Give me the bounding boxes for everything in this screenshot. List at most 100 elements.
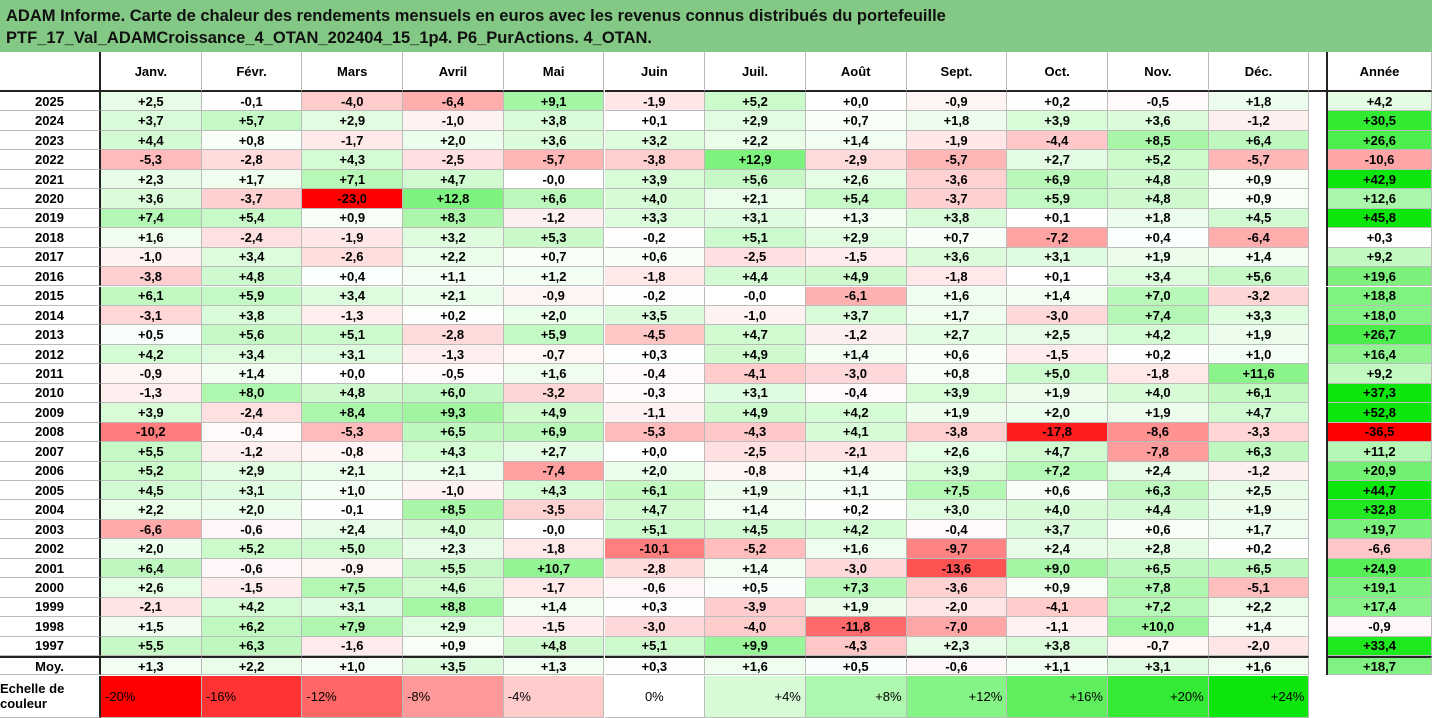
- value-cell: -3,2: [1208, 286, 1310, 306]
- row-label: 2007: [0, 442, 101, 462]
- value-cell: +4,6: [403, 578, 504, 598]
- value-cell: +4,9: [705, 403, 806, 423]
- gap: [1309, 344, 1328, 365]
- value-cell: -0,0: [705, 286, 806, 306]
- row-label: 2016: [0, 267, 101, 287]
- gap: [1309, 481, 1328, 501]
- value-cell: +5,0: [1007, 364, 1108, 384]
- value-cell: -5,2: [705, 539, 806, 559]
- value-cell: +44,7: [1328, 481, 1432, 501]
- column-header: Sept.: [906, 52, 1008, 92]
- value-cell: +11,2: [1328, 442, 1432, 462]
- value-cell: +1,1: [805, 481, 907, 501]
- value-cell: -2,6: [302, 247, 404, 268]
- gap: [1309, 92, 1328, 112]
- value-cell: -0,5: [403, 364, 504, 384]
- value-cell: -0,4: [604, 364, 706, 384]
- value-cell: +1,9: [1208, 500, 1310, 520]
- value-cell: +6,4: [101, 558, 202, 579]
- column-header: Févr.: [201, 52, 303, 92]
- value-cell: +20,9: [1328, 461, 1432, 481]
- value-cell: +1,4: [805, 461, 907, 481]
- value-cell: +4,2: [1108, 325, 1209, 345]
- value-cell: +3,1: [302, 344, 404, 365]
- value-cell: +6,5: [1208, 558, 1310, 579]
- value-cell: +0,5: [705, 578, 806, 598]
- value-cell: +4,8: [201, 267, 303, 287]
- value-cell: -2,5: [705, 442, 806, 462]
- column-header: Juil.: [705, 52, 806, 92]
- value-cell: +45,8: [1328, 208, 1432, 229]
- value-cell: +7,4: [1108, 305, 1209, 326]
- gap: [1309, 52, 1328, 92]
- value-cell: +6,3: [201, 636, 303, 657]
- value-cell: -10,6: [1328, 150, 1432, 170]
- value-cell: +4,0: [403, 519, 504, 540]
- value-cell: -1,2: [1208, 111, 1310, 131]
- gap: [1309, 364, 1328, 384]
- value-cell: +0,9: [1208, 189, 1310, 209]
- value-cell: +4,4: [1108, 500, 1209, 520]
- value-cell: +4,5: [101, 481, 202, 501]
- value-cell: +3,3: [604, 208, 706, 229]
- value-cell: +1,9: [906, 403, 1008, 423]
- gap: [1309, 597, 1328, 618]
- value-cell: +4,2: [201, 597, 303, 618]
- value-cell: +3,6: [1108, 111, 1209, 131]
- gap: [1309, 267, 1328, 287]
- gap: [1309, 442, 1328, 462]
- row-label: 1999: [0, 597, 101, 618]
- row-label: 2006: [0, 461, 101, 481]
- title-bar: ADAM Informe. Carte de chaleur des rende…: [0, 0, 1432, 52]
- value-cell: -7,0: [906, 617, 1008, 637]
- value-cell: +3,8: [503, 111, 605, 131]
- gap: [1309, 461, 1328, 481]
- value-cell: -5,3: [604, 422, 706, 443]
- value-cell: -3,0: [604, 617, 706, 637]
- value-cell: -7,8: [1108, 442, 1209, 462]
- value-cell: +0,3: [604, 656, 706, 676]
- value-cell: +1,4: [1208, 617, 1310, 637]
- value-cell: +3,5: [403, 656, 504, 676]
- value-cell: -1,7: [302, 130, 404, 151]
- value-cell: +5,1: [604, 636, 706, 657]
- value-cell: -3,5: [503, 500, 605, 520]
- value-cell: +4,5: [1208, 208, 1310, 229]
- value-cell: +30,5: [1328, 111, 1432, 131]
- value-cell: -5,7: [503, 150, 605, 170]
- value-cell: +3,8: [201, 305, 303, 326]
- gap: [1309, 305, 1328, 326]
- gap: [1309, 383, 1328, 404]
- value-cell: +4,3: [403, 442, 504, 462]
- value-cell: +1,7: [1208, 519, 1310, 540]
- value-cell: +6,6: [503, 189, 605, 209]
- value-cell: -0,9: [101, 364, 202, 384]
- gap: [1309, 228, 1328, 248]
- value-cell: +1,4: [1208, 247, 1310, 268]
- value-cell: +32,8: [1328, 500, 1432, 520]
- value-cell: +6,1: [604, 481, 706, 501]
- value-cell: -3,7: [906, 189, 1008, 209]
- value-cell: -7,4: [503, 461, 605, 481]
- value-cell: +1,9: [1108, 247, 1209, 268]
- gap: [1309, 422, 1328, 443]
- value-cell: -4,1: [705, 364, 806, 384]
- scale-cell: -4%: [503, 675, 605, 718]
- value-cell: -2,1: [101, 597, 202, 618]
- value-cell: +3,9: [906, 383, 1008, 404]
- title-line: PTF_17_Val_ADAMCroissance_4_OTAN_202404_…: [6, 29, 652, 47]
- value-cell: +7,9: [302, 617, 404, 637]
- gap: [1309, 208, 1328, 229]
- value-cell: -0,8: [302, 442, 404, 462]
- value-cell: +1,8: [1208, 92, 1310, 112]
- value-cell: +0,2: [403, 305, 504, 326]
- value-cell: +0,6: [604, 247, 706, 268]
- row-label: 2019: [0, 208, 101, 229]
- column-header: Avril: [403, 52, 504, 92]
- value-cell: -0,9: [503, 286, 605, 306]
- value-cell: -1,0: [705, 305, 806, 326]
- value-cell: -2,8: [201, 150, 303, 170]
- value-cell: +1,9: [1108, 403, 1209, 423]
- value-cell: +6,5: [1108, 558, 1209, 579]
